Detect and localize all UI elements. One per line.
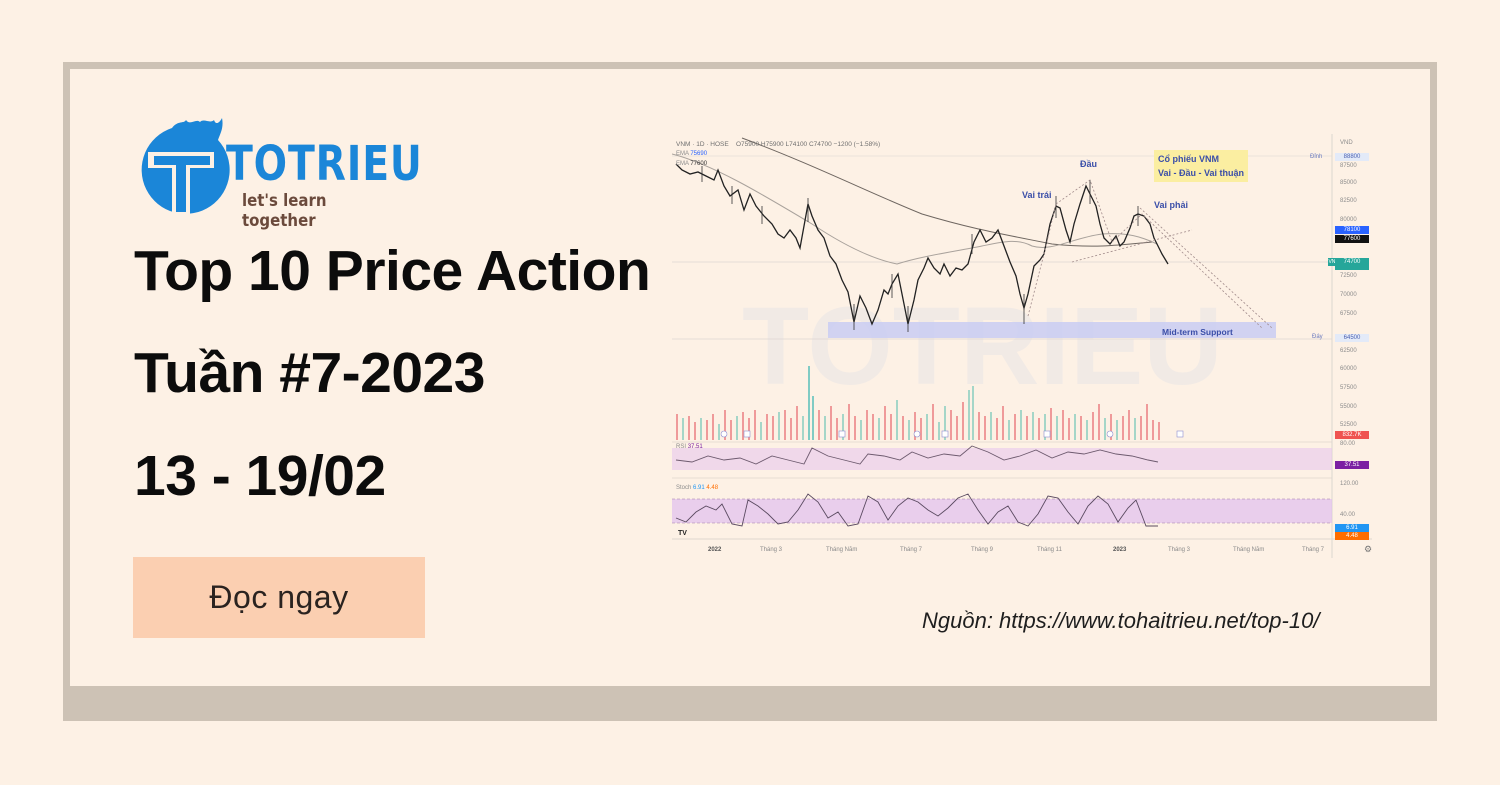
stoch-k-tag: 6.91 — [1335, 524, 1369, 532]
price-tick: 87500 — [1340, 163, 1357, 169]
price-tick: 62500 — [1340, 348, 1357, 354]
bottom-marker: Đáy — [1312, 334, 1323, 340]
time-tick: Tháng 3 — [760, 547, 783, 553]
price-tick: 80000 — [1340, 217, 1357, 223]
headline-title: Top 10 Price Action — [134, 239, 651, 303]
annotation-title: Cổ phiếu VNM Vai - Đầu - Vai thuận — [1154, 150, 1249, 182]
rsi-axis: 80.00 — [1340, 441, 1356, 447]
vnm-price-chart[interactable]: TOTRIEU — [672, 134, 1382, 558]
headline-week: Tuần #7-2023 — [134, 341, 485, 405]
chart-canvas: TOTRIEU — [672, 134, 1372, 558]
time-tick: Tháng Năm — [826, 547, 858, 553]
chart-settings-gear-icon[interactable]: ⚙ — [1364, 544, 1373, 554]
annotation-head: Đầu — [1080, 159, 1098, 169]
price-tick: 57500 — [1340, 385, 1357, 391]
time-tick: 2023 — [1113, 547, 1127, 553]
price-tick: 85000 — [1340, 180, 1357, 186]
annotation-left-shoulder: Vai trái — [1022, 190, 1052, 200]
headline-date-range: 13 - 19/02 — [134, 444, 386, 508]
symbol-tag: VNM — [1328, 258, 1340, 266]
annotation-right-shoulder: Vai phải — [1154, 200, 1189, 210]
volume-bars — [676, 366, 1160, 440]
time-tick: 2022 — [708, 547, 722, 553]
stoch-d-tag: 4.48 — [1335, 532, 1369, 540]
source-link[interactable]: Nguồn: https://www.tohaitrieu.net/top-10… — [922, 608, 1320, 633]
stoch-axis-top: 120.00 — [1340, 481, 1359, 487]
time-tick: Tháng Năm — [1233, 547, 1265, 553]
price-tick: 70000 — [1340, 292, 1357, 298]
price-tick: 82500 — [1340, 198, 1357, 204]
top-marker: Đỉnh — [1310, 154, 1323, 160]
time-tick: Tháng 7 — [900, 547, 923, 553]
price-tick: 52500 — [1340, 422, 1357, 428]
currency-label: VND — [1340, 140, 1353, 146]
read-now-button[interactable]: Đọc ngay — [133, 557, 425, 638]
price-tick: 60000 — [1340, 366, 1357, 372]
annotation-support: Mid-term Support — [1162, 327, 1233, 337]
chart-symbol-label: VNM · 1D · HOSE O75900 H75900 L74100 C74… — [676, 141, 881, 148]
price-tick: 55000 — [1340, 404, 1357, 410]
volume-tag: 832.7K — [1335, 431, 1369, 439]
rsi-value-tag: 37.51 — [1335, 461, 1369, 469]
ema-2-legend: EMA 77600 — [676, 161, 708, 167]
price-tick: 72500 — [1340, 273, 1357, 279]
tradingview-logo-icon: TV — [678, 530, 687, 537]
ema-1-legend: EMA 75690 — [676, 151, 708, 157]
stoch-legend: Stoch 6.91 4.48 — [676, 485, 719, 491]
brand-logo[interactable]: TOTRIEU let's learn together — [134, 118, 422, 231]
totrieu-flame-t-icon — [141, 118, 230, 216]
time-tick: Tháng 9 — [971, 547, 994, 553]
price-tag-ema-blue: 78100 — [1335, 226, 1369, 234]
brand-tagline: let's learn together — [242, 191, 327, 231]
brand-name: TOTRIEU — [226, 136, 423, 192]
price-tick: 67500 — [1340, 311, 1357, 317]
time-tick: Tháng 7 — [1302, 547, 1325, 553]
time-tick: Tháng 3 — [1168, 547, 1191, 553]
rsi-legend: RSI 37.51 — [676, 444, 703, 450]
price-tag-top: 88800 — [1335, 153, 1369, 161]
price-tag-ema-black: 77600 — [1335, 235, 1369, 243]
price-tag-last: 74700 — [1335, 258, 1369, 270]
svg-text:TOTRIEU: TOTRIEU — [742, 285, 1223, 408]
time-tick: Tháng 11 — [1037, 547, 1062, 553]
stoch-axis-bottom: 40.00 — [1340, 512, 1356, 518]
price-tag-bottom: 64500 — [1335, 334, 1369, 342]
